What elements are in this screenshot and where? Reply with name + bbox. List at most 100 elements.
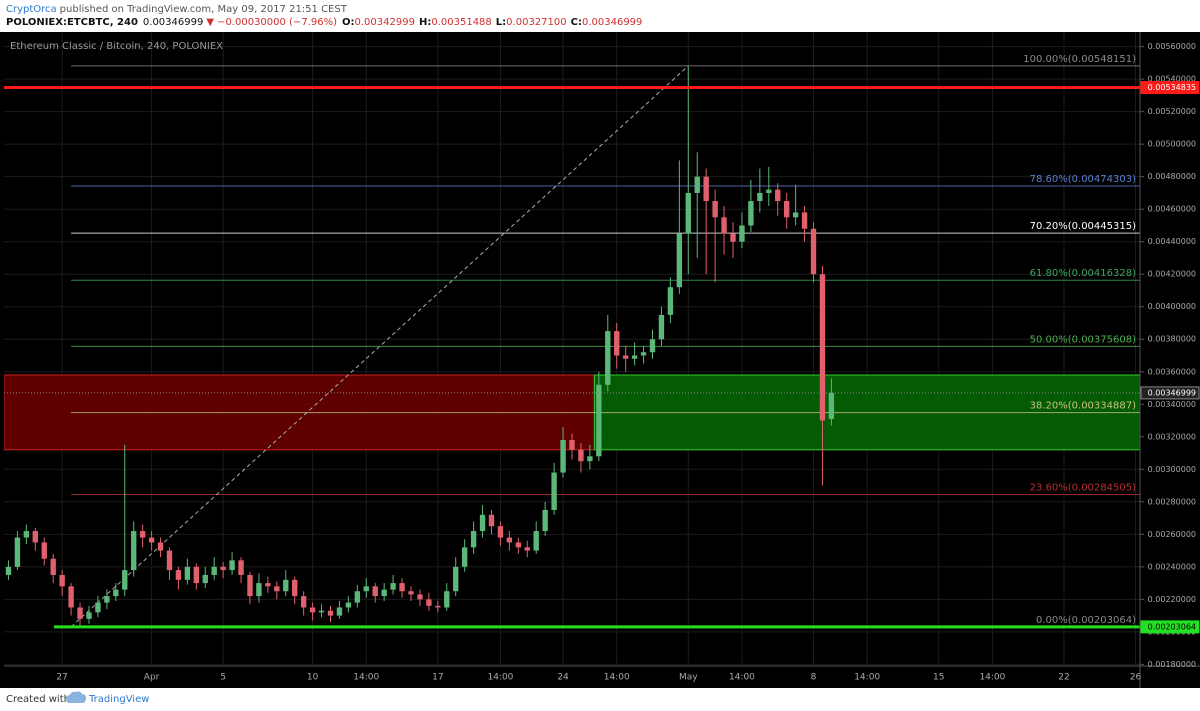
candle-body <box>453 566 459 592</box>
candle-body <box>327 610 334 616</box>
candle-body <box>32 531 38 543</box>
y-tick-label: 0.00360000 <box>1148 367 1196 376</box>
candle-body <box>605 331 611 385</box>
y-tick-label: 0.00420000 <box>1148 270 1196 279</box>
candle-body <box>345 602 352 608</box>
fib-label: 100.00%(0.00548151) <box>1023 54 1136 65</box>
y-tick-label: 0.00180000 <box>1148 660 1196 669</box>
candle-body <box>658 314 665 340</box>
candle-body <box>390 583 396 590</box>
ohlc-value: 0.00342999 <box>355 17 415 28</box>
candle-body <box>292 579 298 597</box>
candle-body <box>131 531 137 571</box>
support-label: 0.00203064 <box>1148 622 1196 631</box>
candle-body <box>461 547 468 567</box>
published: published on TradingView.com, May 09, 20… <box>60 4 348 15</box>
candle-body <box>50 558 56 575</box>
symbol: POLONIEX:ETCBTC, 240 <box>6 17 138 28</box>
candle-body <box>569 440 575 450</box>
candle-body <box>640 352 647 356</box>
candle-body <box>354 591 361 603</box>
candle-body <box>23 531 30 538</box>
candle-body <box>748 201 754 226</box>
y-tick-label: 0.00500000 <box>1148 140 1196 149</box>
candle-body <box>193 566 199 584</box>
candle-body <box>775 189 781 202</box>
candle-body <box>122 570 128 590</box>
ohlc-key: C: <box>571 17 582 28</box>
candle-body <box>614 331 620 356</box>
x-tick-label: 14:00 <box>353 673 379 683</box>
last: 0.00346999 <box>143 17 203 28</box>
candle-body <box>59 574 65 587</box>
candle-body <box>113 589 119 597</box>
symbol-line: POLONIEX:ETCBTC, 240 0.00346999 ▼ −0.000300… <box>6 17 642 28</box>
candle-body <box>238 560 244 575</box>
candle-body <box>336 607 343 616</box>
candle-body <box>479 514 486 532</box>
candle-body <box>318 610 325 613</box>
candle-body <box>283 579 289 592</box>
header-bar <box>0 0 1200 32</box>
candle-body <box>372 586 378 597</box>
candle-body <box>685 192 691 234</box>
x-tick-label: 27 <box>56 673 67 683</box>
x-tick-label: 14:00 <box>729 673 755 683</box>
x-tick-label: 14:00 <box>487 673 513 683</box>
candle-body <box>166 550 173 571</box>
candle-body <box>220 566 226 571</box>
candle-body <box>596 384 602 457</box>
ohlc-key: O: <box>342 17 355 28</box>
y-tick-label: 0.00280000 <box>1148 497 1196 506</box>
candle-body <box>5 566 12 575</box>
candle-body <box>363 586 369 592</box>
footer-text: Created with <box>6 694 70 705</box>
candle-body <box>739 225 745 242</box>
candle-body <box>560 440 566 473</box>
candle-body <box>506 537 513 543</box>
candle-body <box>77 607 83 619</box>
footer-bar <box>0 688 1200 711</box>
candle-body <box>515 542 522 548</box>
candle-body <box>86 612 92 619</box>
candle-body <box>649 339 656 353</box>
fib-label: 0.00%(0.00203064) <box>1036 615 1136 626</box>
fib-label: 78.60%(0.00474303) <box>1030 174 1136 185</box>
y-tick-label: 0.00460000 <box>1148 205 1196 214</box>
candle-body <box>783 201 790 218</box>
candle-body <box>676 233 683 288</box>
candle-body <box>256 583 262 597</box>
candle-body <box>139 531 146 538</box>
candle-body <box>667 287 674 315</box>
fib-label: 23.60%(0.00284505) <box>1030 482 1136 493</box>
price-axis <box>1140 32 1200 688</box>
author: CryptOrca <box>6 4 57 15</box>
candle-body <box>417 594 423 600</box>
ohlc-value: 0.00346999 <box>582 17 642 28</box>
candle-body <box>819 274 826 421</box>
y-tick-label: 0.00300000 <box>1148 465 1196 474</box>
last_price-label: 0.00346999 <box>1148 388 1196 397</box>
x-tick-label: 14:00 <box>604 673 630 683</box>
x-tick-label: 22 <box>1058 673 1069 683</box>
x-tick-label: 14:00 <box>979 673 1005 683</box>
candle-body <box>381 589 387 597</box>
x-tick-label: 24 <box>557 673 569 683</box>
fib-label: 61.80%(0.00416328) <box>1030 268 1136 279</box>
y-tick-label: 0.00400000 <box>1148 302 1196 311</box>
candle-body <box>426 599 432 606</box>
axes: 0.001800000.002000000.002200000.00240000… <box>56 42 1200 683</box>
candle-body <box>68 586 74 608</box>
x-tick-label: 26 <box>1130 673 1142 683</box>
y-tick-label: 0.00540000 <box>1148 75 1196 84</box>
x-tick-label: Apr <box>144 673 160 683</box>
chart-background <box>0 32 1200 688</box>
candle-body <box>622 355 629 359</box>
y-tick-label: 0.00380000 <box>1148 335 1196 344</box>
header-line: CryptOrca published on TradingView.com, M… <box>6 4 348 15</box>
footer-brand: TradingView <box>88 694 149 705</box>
x-tick-label: 17 <box>432 673 443 683</box>
fib-label: 50.00%(0.00375608) <box>1030 334 1136 345</box>
y-tick-label: 0.00560000 <box>1148 42 1196 51</box>
